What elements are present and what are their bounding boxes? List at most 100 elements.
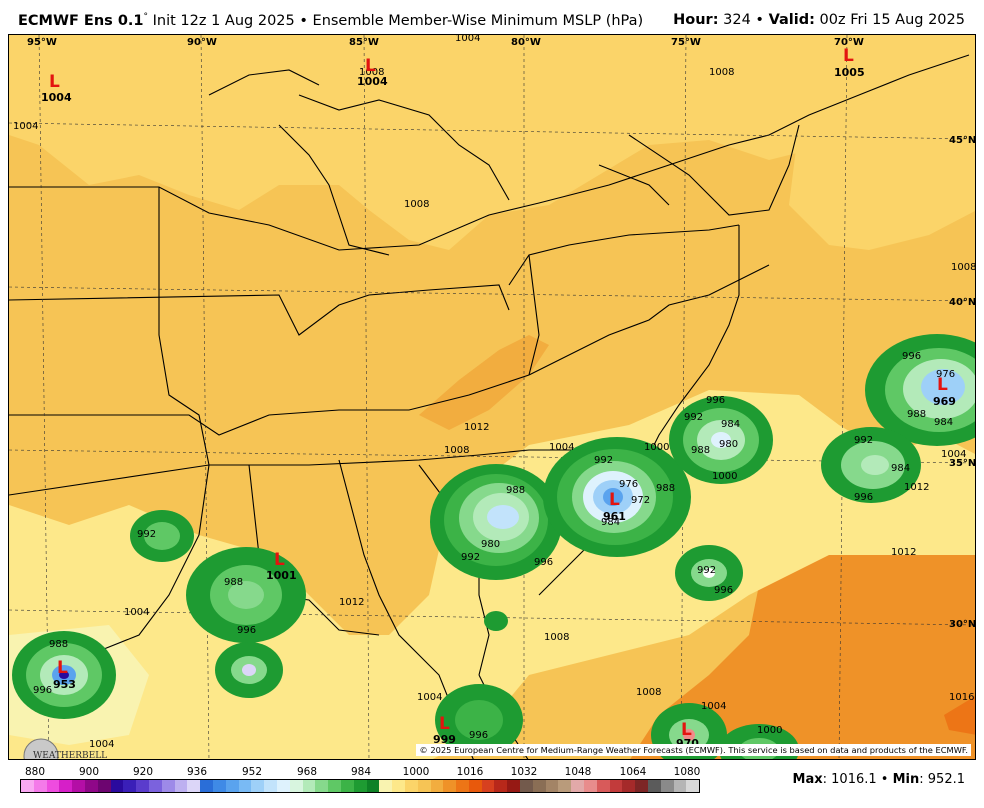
contour-label: 1000 <box>757 725 782 736</box>
colorbar-swatch <box>622 780 636 792</box>
contour-label: 992 <box>594 455 613 466</box>
contour-label: 996 <box>714 585 733 596</box>
low-center[interactable]: L 1001 <box>266 550 297 582</box>
colorbar-swatch <box>315 780 329 792</box>
colorbar-swatch <box>353 780 367 792</box>
contour-label: 1012 <box>339 597 364 608</box>
low-center[interactable]: L 999 <box>433 714 456 746</box>
contour-label: 984 <box>721 419 740 430</box>
contour-label: 988 <box>49 639 68 650</box>
colorbar-tick: 1080 <box>673 766 701 778</box>
contour-label: 1008 <box>404 199 429 210</box>
max-label: Max <box>792 772 823 787</box>
contour-label: 1008 <box>636 687 661 698</box>
low-center[interactable]: L 1005 <box>834 46 865 79</box>
valid-label: Valid: <box>768 12 815 28</box>
colorbar-swatch <box>148 780 162 792</box>
contour-label: 1004 <box>124 607 149 618</box>
colorbar-swatch <box>417 780 431 792</box>
contour-label: 1012 <box>891 547 916 558</box>
contour-label: 1000 <box>712 471 737 482</box>
lat-label: 30°N <box>949 619 976 630</box>
contour-label: 1008 <box>359 67 384 78</box>
colorbar-tick: 952 <box>241 766 263 778</box>
colorbar-tick: 984 <box>350 766 372 778</box>
low-center[interactable]: L 1004 <box>357 56 388 88</box>
colorbar-swatch <box>379 780 393 792</box>
storm-sc <box>430 437 691 580</box>
lat-label: 35°N <box>949 458 976 469</box>
low-value: 999 <box>433 733 456 746</box>
colorbar-swatch <box>366 780 380 792</box>
colorbar-swatch <box>328 780 341 792</box>
colorbar-tick: 1016 <box>456 766 484 778</box>
low-value: 969 <box>933 395 956 408</box>
contour-label: 984 <box>891 463 910 474</box>
contour-label: 996 <box>534 557 553 568</box>
colorbar-tick: 900 <box>78 766 100 778</box>
lat-label: 40°N <box>949 297 976 308</box>
low-center[interactable]: L 969 <box>933 375 956 408</box>
mslp-map[interactable]: 1004 1004 1008 1008 1008 1012 1012 1008 … <box>8 34 976 760</box>
lon-label: 85°W <box>349 37 379 48</box>
header-valid: Hour: 324 • Valid: 00z Fri 15 Aug 2025 <box>673 12 965 28</box>
colorbar-tick: 920 <box>132 766 154 778</box>
contour-label: 1012 <box>904 482 929 493</box>
contour-area-1008-ne <box>789 75 975 250</box>
colorbar-swatch <box>212 780 226 792</box>
colorbar-swatch <box>392 780 405 792</box>
low-center[interactable]: L 1004 <box>41 72 72 104</box>
colorbar-tick: 968 <box>296 766 318 778</box>
contour-label: 988 <box>506 485 525 496</box>
contour-label: 1004 <box>941 449 966 460</box>
contour-label: 1016 <box>949 692 974 703</box>
contour-label: 992 <box>684 412 703 423</box>
contour-label: 1000 <box>644 442 669 453</box>
contour-label: 1008 <box>444 445 469 456</box>
low-value: 961 <box>603 510 626 523</box>
low-value: 1004 <box>41 91 72 104</box>
colorbar-swatch <box>276 780 290 792</box>
header-bullet-2: • <box>755 12 764 28</box>
colorbar-swatch <box>302 780 316 792</box>
contour-label: 972 <box>631 495 650 506</box>
colorbar-swatch <box>340 780 354 792</box>
contour-label: 980 <box>481 539 500 550</box>
low-symbol: L <box>843 46 854 66</box>
colorbar-swatch <box>72 780 85 792</box>
colorbar-swatch <box>648 780 661 792</box>
colorbar-swatch <box>558 780 572 792</box>
colorbar-swatch <box>545 780 559 792</box>
lon-label: 90°W <box>187 37 217 48</box>
low-center[interactable]: L 961 <box>603 490 626 523</box>
logo-mark: WEATHERBELL <box>23 738 107 759</box>
contour-label: 1004 <box>417 692 442 703</box>
colorbar-swatch <box>404 780 418 792</box>
contour-area-1008-north <box>9 35 975 250</box>
low-center[interactable]: L 953 <box>53 658 76 691</box>
colorbar-swatch <box>84 780 98 792</box>
storm-offshore-nc <box>669 396 773 484</box>
lat-label: 45°N <box>949 135 976 146</box>
init-time: Init 12z 1 Aug 2025 <box>152 12 295 29</box>
contour-label: 992 <box>461 552 480 563</box>
colorbar-tick: 880 <box>24 766 46 778</box>
low-symbol: L <box>681 720 692 740</box>
contour-area-1012-va <box>419 335 549 430</box>
stats-sep: • <box>880 772 889 787</box>
colorbar-swatch <box>494 780 508 792</box>
colorbar-swatch <box>59 780 73 792</box>
contour-label: 996 <box>237 625 256 636</box>
hour-value: 324 <box>723 12 751 28</box>
contour-label: 976 <box>936 369 955 380</box>
colorbar-swatch <box>97 780 111 792</box>
ecmwf-credit: © 2025 European Centre for Medium-Range … <box>416 744 971 756</box>
colorbar <box>20 779 700 793</box>
contour-label: 976 <box>619 479 638 490</box>
graticule-labels: 95°W 90°W 85°W 80°W 75°W 70°W 45°N 40°N … <box>27 37 976 630</box>
colorbar-swatch <box>289 780 303 792</box>
low-value: 1004 <box>357 75 388 88</box>
low-symbol: L <box>937 375 948 395</box>
low-value: 1001 <box>266 569 297 582</box>
contour-label: 988 <box>907 409 926 420</box>
